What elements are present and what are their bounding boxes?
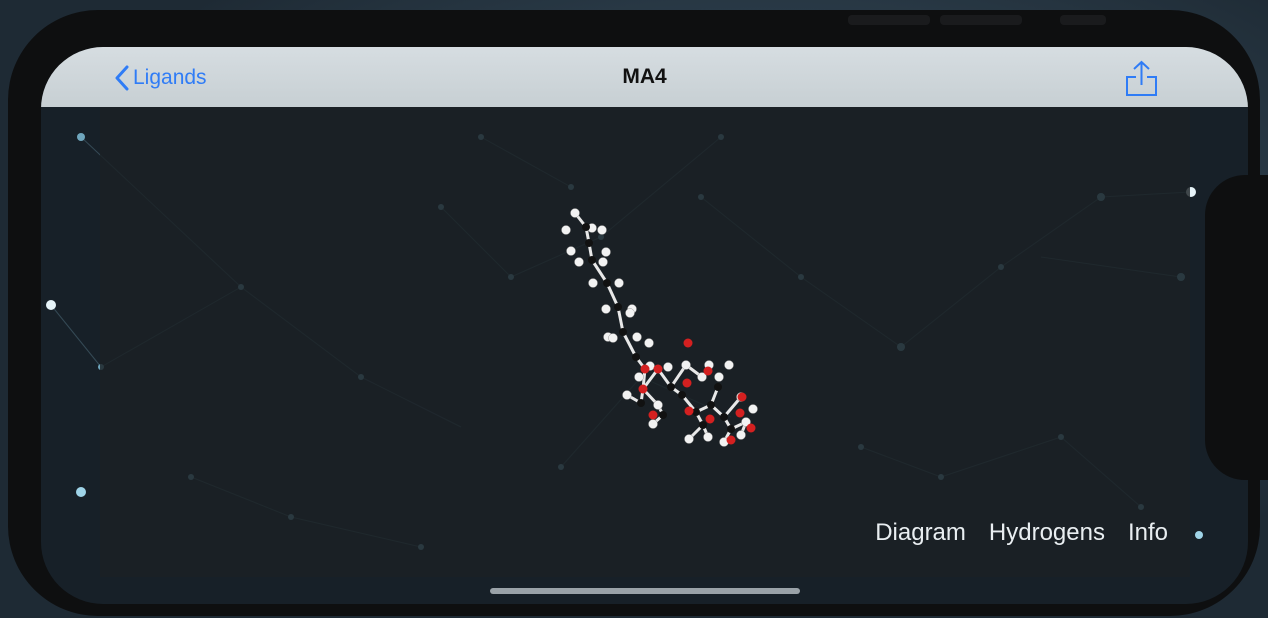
diagram-button[interactable]: Diagram: [875, 519, 966, 546]
back-button-label: Ligands: [133, 66, 207, 89]
device-notch: [1205, 175, 1268, 480]
app-screen: Ligands MA4 Diagram Hydrogens Info: [41, 47, 1248, 604]
back-button[interactable]: Ligands: [115, 63, 207, 93]
molecule-model[interactable]: [41, 47, 1248, 604]
chevron-left-icon: [115, 65, 129, 91]
hardware-button: [848, 15, 930, 25]
home-indicator[interactable]: [490, 588, 800, 594]
device-frame: Ligands MA4 Diagram Hydrogens Info: [8, 10, 1268, 616]
hydrogens-button[interactable]: Hydrogens: [988, 519, 1105, 546]
share-button[interactable]: [1124, 59, 1160, 99]
share-icon: [1126, 60, 1157, 96]
hardware-button: [1060, 15, 1106, 25]
view-options-toolbar: Diagram Hydrogens Info: [875, 519, 1168, 547]
page-title: MA4: [622, 65, 667, 88]
info-button[interactable]: Info: [1127, 519, 1168, 546]
navigation-bar: Ligands MA4: [41, 47, 1248, 107]
hardware-button: [940, 15, 1022, 25]
